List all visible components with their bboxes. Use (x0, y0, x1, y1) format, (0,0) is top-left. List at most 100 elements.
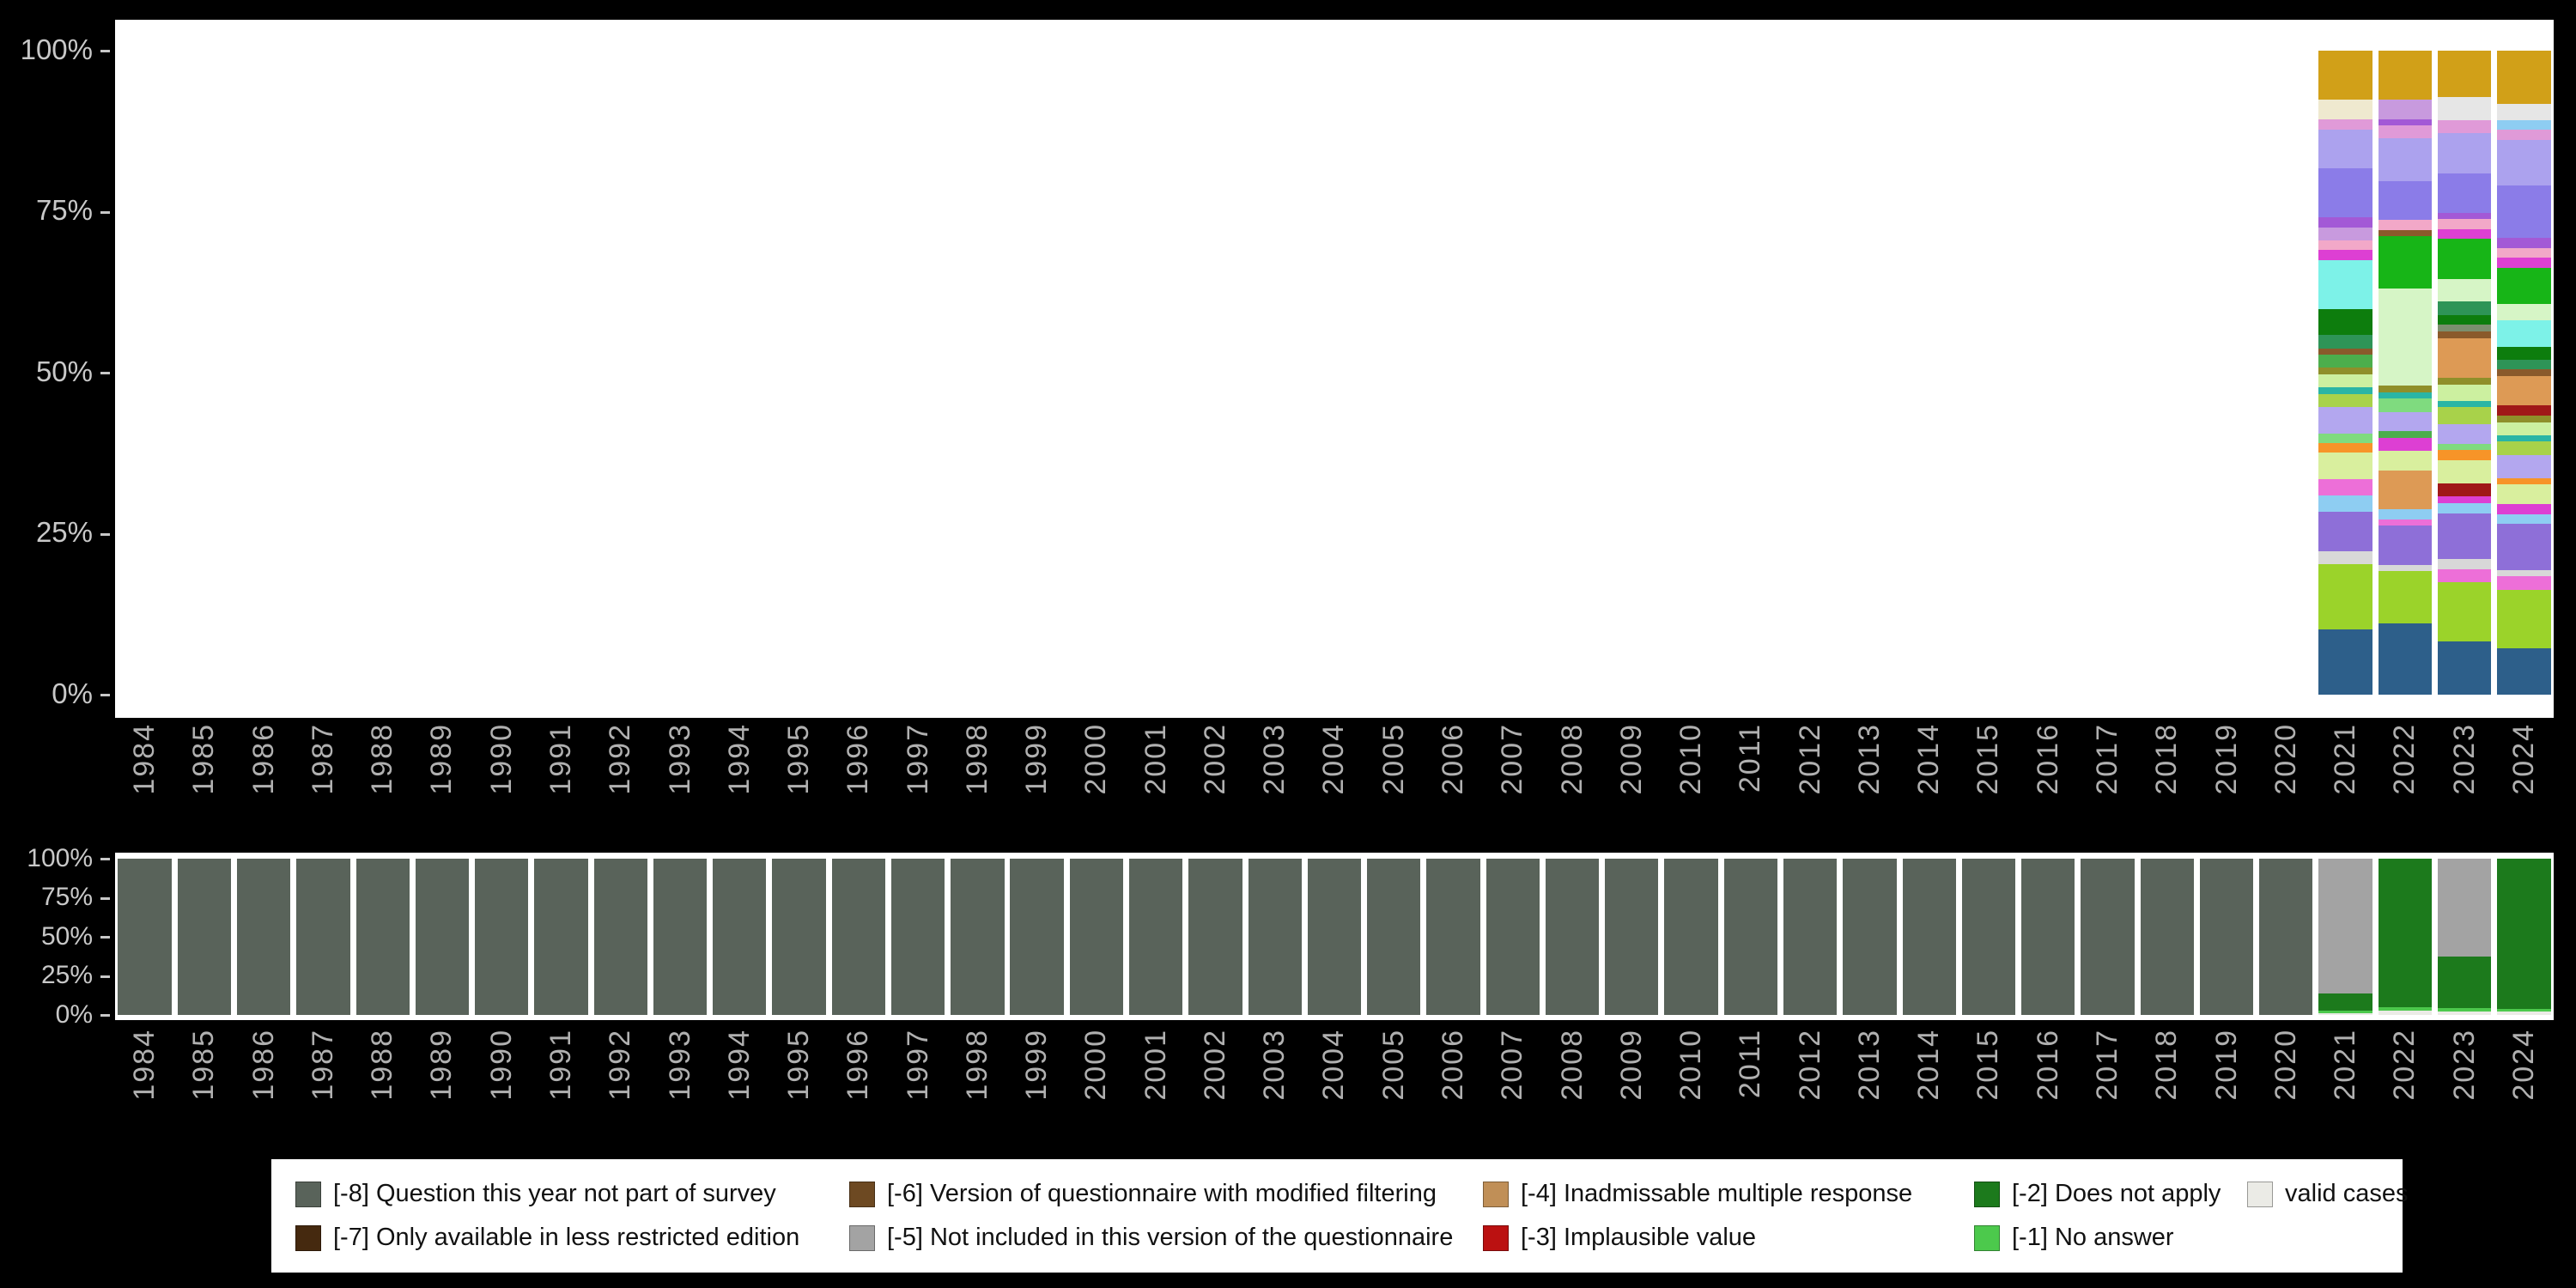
bottom-chart-bar-1994 (713, 859, 767, 1015)
legend-item--5: [-5] Not included in this version of the… (849, 1224, 1483, 1252)
bar-segment (2437, 641, 2492, 695)
bar-segment (2437, 407, 2492, 424)
bar-segment (2437, 120, 2492, 134)
bar-segment (2497, 434, 2551, 442)
bottom-chart-bar-2017 (2081, 859, 2135, 1015)
top-chart-bar-2023 (2437, 51, 2492, 695)
bar-segment (2497, 1008, 2551, 1012)
bar-segment (2378, 229, 2432, 237)
bar-segment (177, 859, 232, 1015)
bar-segment (2437, 443, 2492, 451)
bottom-chart-x-tick-label: 1997 (901, 1029, 934, 1101)
bottom-chart-bar-2000 (1069, 859, 1124, 1015)
bar-segment (2318, 1013, 2372, 1015)
bar-segment (2437, 496, 2492, 503)
bar-segment (2199, 859, 2254, 1015)
bar-segment (2437, 314, 2492, 325)
bottom-chart-bar-2020 (2259, 859, 2313, 1015)
legend-label: valid cases (2285, 1180, 2409, 1207)
legend-label: [-1] No answer (2012, 1224, 2174, 1251)
bar-segment (2497, 139, 2551, 186)
bar-segment (2497, 454, 2551, 478)
bottom-chart-x-tick-label: 1992 (604, 1029, 637, 1101)
bottom-chart-x-tick-label: 2008 (1555, 1029, 1589, 1101)
bar-segment (1188, 859, 1242, 1015)
legend-label: [-7] Only available in less restricted e… (333, 1224, 800, 1251)
bar-segment (2437, 51, 2492, 98)
legend-swatch-icon (1483, 1224, 1509, 1251)
legend-label: [-8] Question this year not part of surv… (333, 1180, 776, 1207)
bar-segment (2318, 348, 2372, 355)
bottom-chart-x-tick-label: 2017 (2090, 1029, 2123, 1101)
bar-segment (2378, 470, 2432, 510)
bottom-chart-x-tick-label: 1986 (246, 1029, 280, 1101)
bottom-chart-bar-1984 (118, 859, 172, 1015)
bar-segment (2318, 227, 2372, 240)
bar-segment (1307, 859, 1362, 1015)
top-chart-y-tick-label: 25% (35, 516, 93, 549)
bar-segment (2378, 411, 2432, 432)
bar-segment (2378, 526, 2432, 565)
bar-segment (2318, 550, 2372, 564)
bar-segment (2437, 331, 2492, 338)
bottom-chart-bar-1995 (772, 859, 826, 1015)
bar-segment (2497, 51, 2551, 104)
bottom-chart-x-tick-label: 2013 (1852, 1029, 1886, 1101)
bar-segment (2497, 319, 2551, 347)
bar-segment (2437, 1007, 2492, 1012)
bar-segment (2318, 407, 2372, 434)
bar-segment (1723, 859, 1778, 1015)
bottom-chart-x-tick-label: 2005 (1376, 1029, 1410, 1101)
bar-segment (2437, 212, 2492, 220)
bottom-chart-x-tick-label: 1989 (425, 1029, 459, 1101)
bar-segment (2497, 346, 2551, 360)
legend-item--1: [-1] No answer (1974, 1224, 2247, 1252)
legend-swatch-icon (295, 1181, 321, 1207)
bar-segment (2437, 325, 2492, 332)
bar-segment (2437, 337, 2492, 378)
bar-segment (2318, 453, 2372, 479)
bar-segment (2497, 103, 2551, 120)
bottom-chart-bar-1990 (475, 859, 529, 1015)
bar-segment (2378, 509, 2432, 519)
bottom-chart-bar-1993 (653, 859, 708, 1015)
top-chart-y-tick-mark (100, 372, 110, 374)
legend-label: [-3] Implausible value (1521, 1224, 1757, 1251)
bar-segment (653, 859, 708, 1015)
bar-segment (2318, 335, 2372, 349)
bottom-chart-bar-2001 (1129, 859, 1183, 1015)
bottom-chart-x-tick-label: 1999 (1020, 1029, 1054, 1101)
bottom-chart-bar-2023 (2437, 859, 2492, 1015)
bar-segment (593, 859, 647, 1015)
bar-segment (2318, 240, 2372, 251)
bottom-chart-x-tick-label: 2024 (2506, 1029, 2540, 1101)
bar-segment (2021, 859, 2075, 1015)
bar-segment (2318, 259, 2372, 309)
bar-segment (2497, 1012, 2551, 1015)
bar-segment (2437, 219, 2492, 229)
bottom-chart-y-tick-mark (100, 975, 110, 978)
bottom-chart-x-tick-label: 2022 (2388, 1029, 2421, 1101)
bottom-chart-bar-1988 (355, 859, 410, 1015)
bottom-chart-bar-1998 (951, 859, 1005, 1015)
bar-segment (2378, 564, 2432, 572)
bottom-chart-x-tick-label: 2000 (1079, 1029, 1113, 1101)
bottom-chart-x-tick-label: 1990 (484, 1029, 518, 1101)
bar-segment (2497, 513, 2551, 525)
bottom-chart-y-tick-label: 25% (40, 961, 93, 990)
bar-segment (2497, 258, 2551, 268)
bottom-chart-bar-1991 (534, 859, 588, 1015)
legend-item--3: [-3] Implausible value (1483, 1224, 1974, 1252)
bar-segment (1664, 859, 1718, 1015)
bar-segment (2318, 433, 2372, 443)
bar-segment (2437, 301, 2492, 315)
bar-segment (2497, 119, 2551, 131)
legend-label: [-2] Does not apply (2012, 1180, 2221, 1207)
bottom-chart-bar-1985 (177, 859, 232, 1015)
bottom-chart-bar-2010 (1664, 859, 1718, 1015)
legend-swatch-icon (2247, 1181, 2273, 1207)
legend-swatch-icon (1974, 1224, 2000, 1251)
top-chart-bar-2024 (2497, 51, 2551, 695)
bar-segment (2497, 247, 2551, 258)
